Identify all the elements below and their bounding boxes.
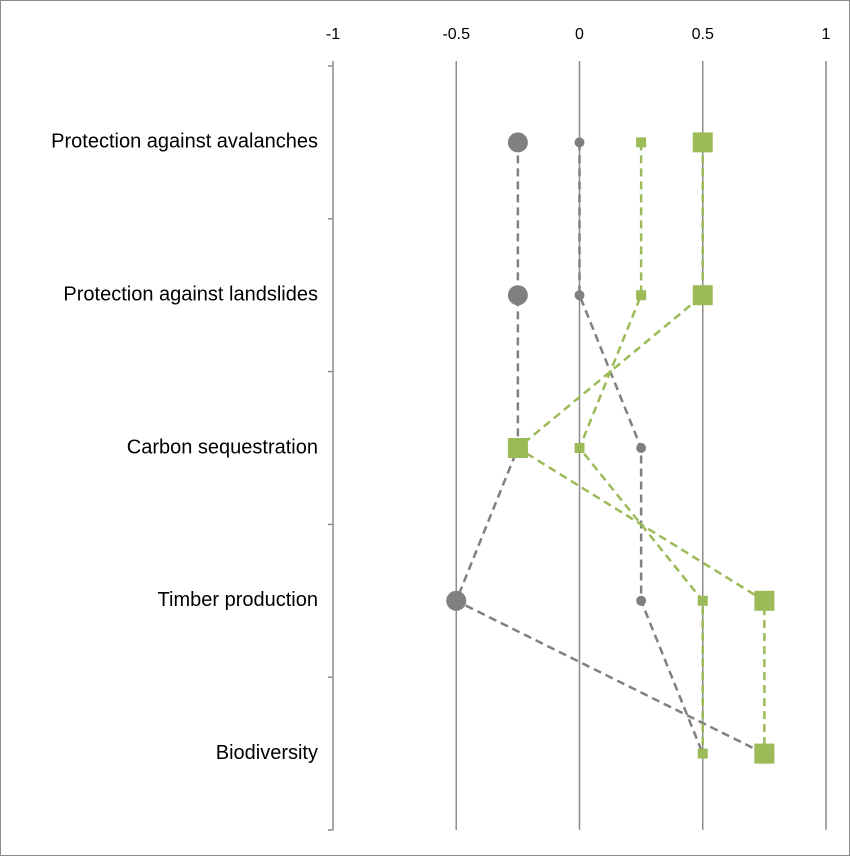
square-marker: [636, 290, 647, 301]
category-label: Protection against avalanches: [51, 131, 318, 153]
square-marker: [754, 743, 775, 764]
square-marker: [697, 595, 708, 606]
square-marker: [507, 438, 528, 458]
circle-marker: [507, 132, 528, 153]
x-tick-label: 0.5: [692, 26, 714, 43]
x-tick-label: -0.5: [442, 26, 470, 43]
circle-marker: [507, 285, 528, 306]
category-label: Protection against landslides: [63, 283, 318, 305]
category-label: Timber production: [158, 589, 318, 611]
circle-marker: [574, 290, 585, 301]
square-marker: [692, 285, 713, 306]
square-marker: [692, 132, 713, 153]
category-label: Carbon sequestration: [127, 436, 318, 458]
x-tick-label: -1: [326, 26, 340, 43]
x-tick-label: 1: [822, 26, 831, 43]
square-marker: [636, 137, 647, 148]
category-label: Biodiversity: [216, 742, 318, 764]
square-marker: [697, 748, 708, 759]
circle-marker: [636, 443, 647, 453]
circle-marker: [636, 595, 647, 606]
circle-marker: [574, 137, 585, 148]
x-tick-label: 0: [575, 26, 584, 43]
square-marker: [574, 443, 585, 453]
circle-marker: [446, 590, 467, 611]
square-marker: [754, 590, 775, 611]
